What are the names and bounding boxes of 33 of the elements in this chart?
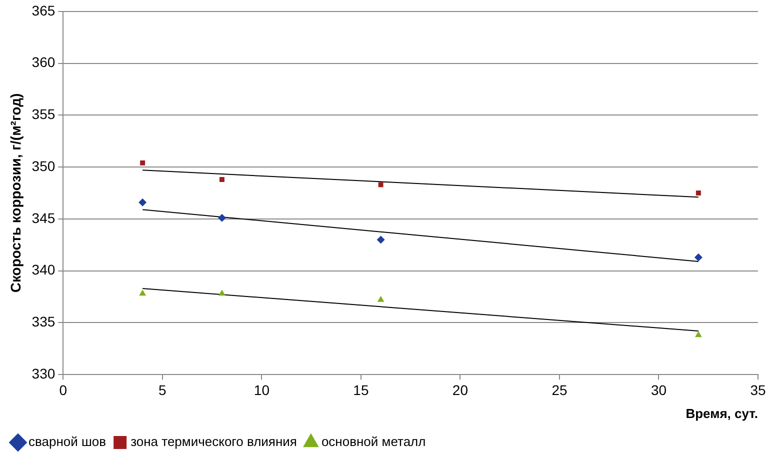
point	[139, 290, 146, 296]
point	[377, 296, 384, 302]
x-tick-label: 0	[59, 382, 68, 398]
legend-label: зона термического влияния	[130, 434, 297, 450]
y-tick-label: 360	[32, 54, 56, 70]
y-tick-label: 365	[32, 2, 56, 18]
point	[694, 331, 702, 338]
point	[694, 253, 702, 262]
y-tick-label: 345	[32, 210, 56, 226]
point	[220, 177, 224, 182]
x-tick-label: 15	[353, 382, 369, 398]
point	[378, 182, 384, 188]
point	[138, 198, 147, 206]
x-tick-label: 5	[158, 382, 167, 398]
x-tick-label: 10	[254, 382, 270, 398]
x-tick-label: 30	[650, 382, 667, 398]
point	[218, 290, 226, 296]
y-axis-title: Скорость коррозии, г/(м²год)	[7, 93, 24, 293]
x-axis-title: Время, сут.	[686, 406, 758, 421]
y-tick-label: 340	[32, 262, 56, 278]
y-tick-label: 350	[32, 158, 56, 174]
y-tick-label: 335	[32, 314, 56, 330]
x-tick-label: 35	[750, 382, 766, 398]
point	[376, 236, 385, 244]
legend-label: сварной шов	[28, 434, 106, 450]
point	[696, 190, 701, 196]
point	[218, 214, 226, 222]
point	[140, 160, 146, 166]
x-tick-label: 20	[452, 382, 468, 398]
y-tick-label: 355	[32, 106, 56, 122]
x-tick-label: 25	[552, 382, 568, 398]
y-tick-label: 330	[32, 365, 56, 382]
legend-label: основной металл	[321, 434, 426, 450]
